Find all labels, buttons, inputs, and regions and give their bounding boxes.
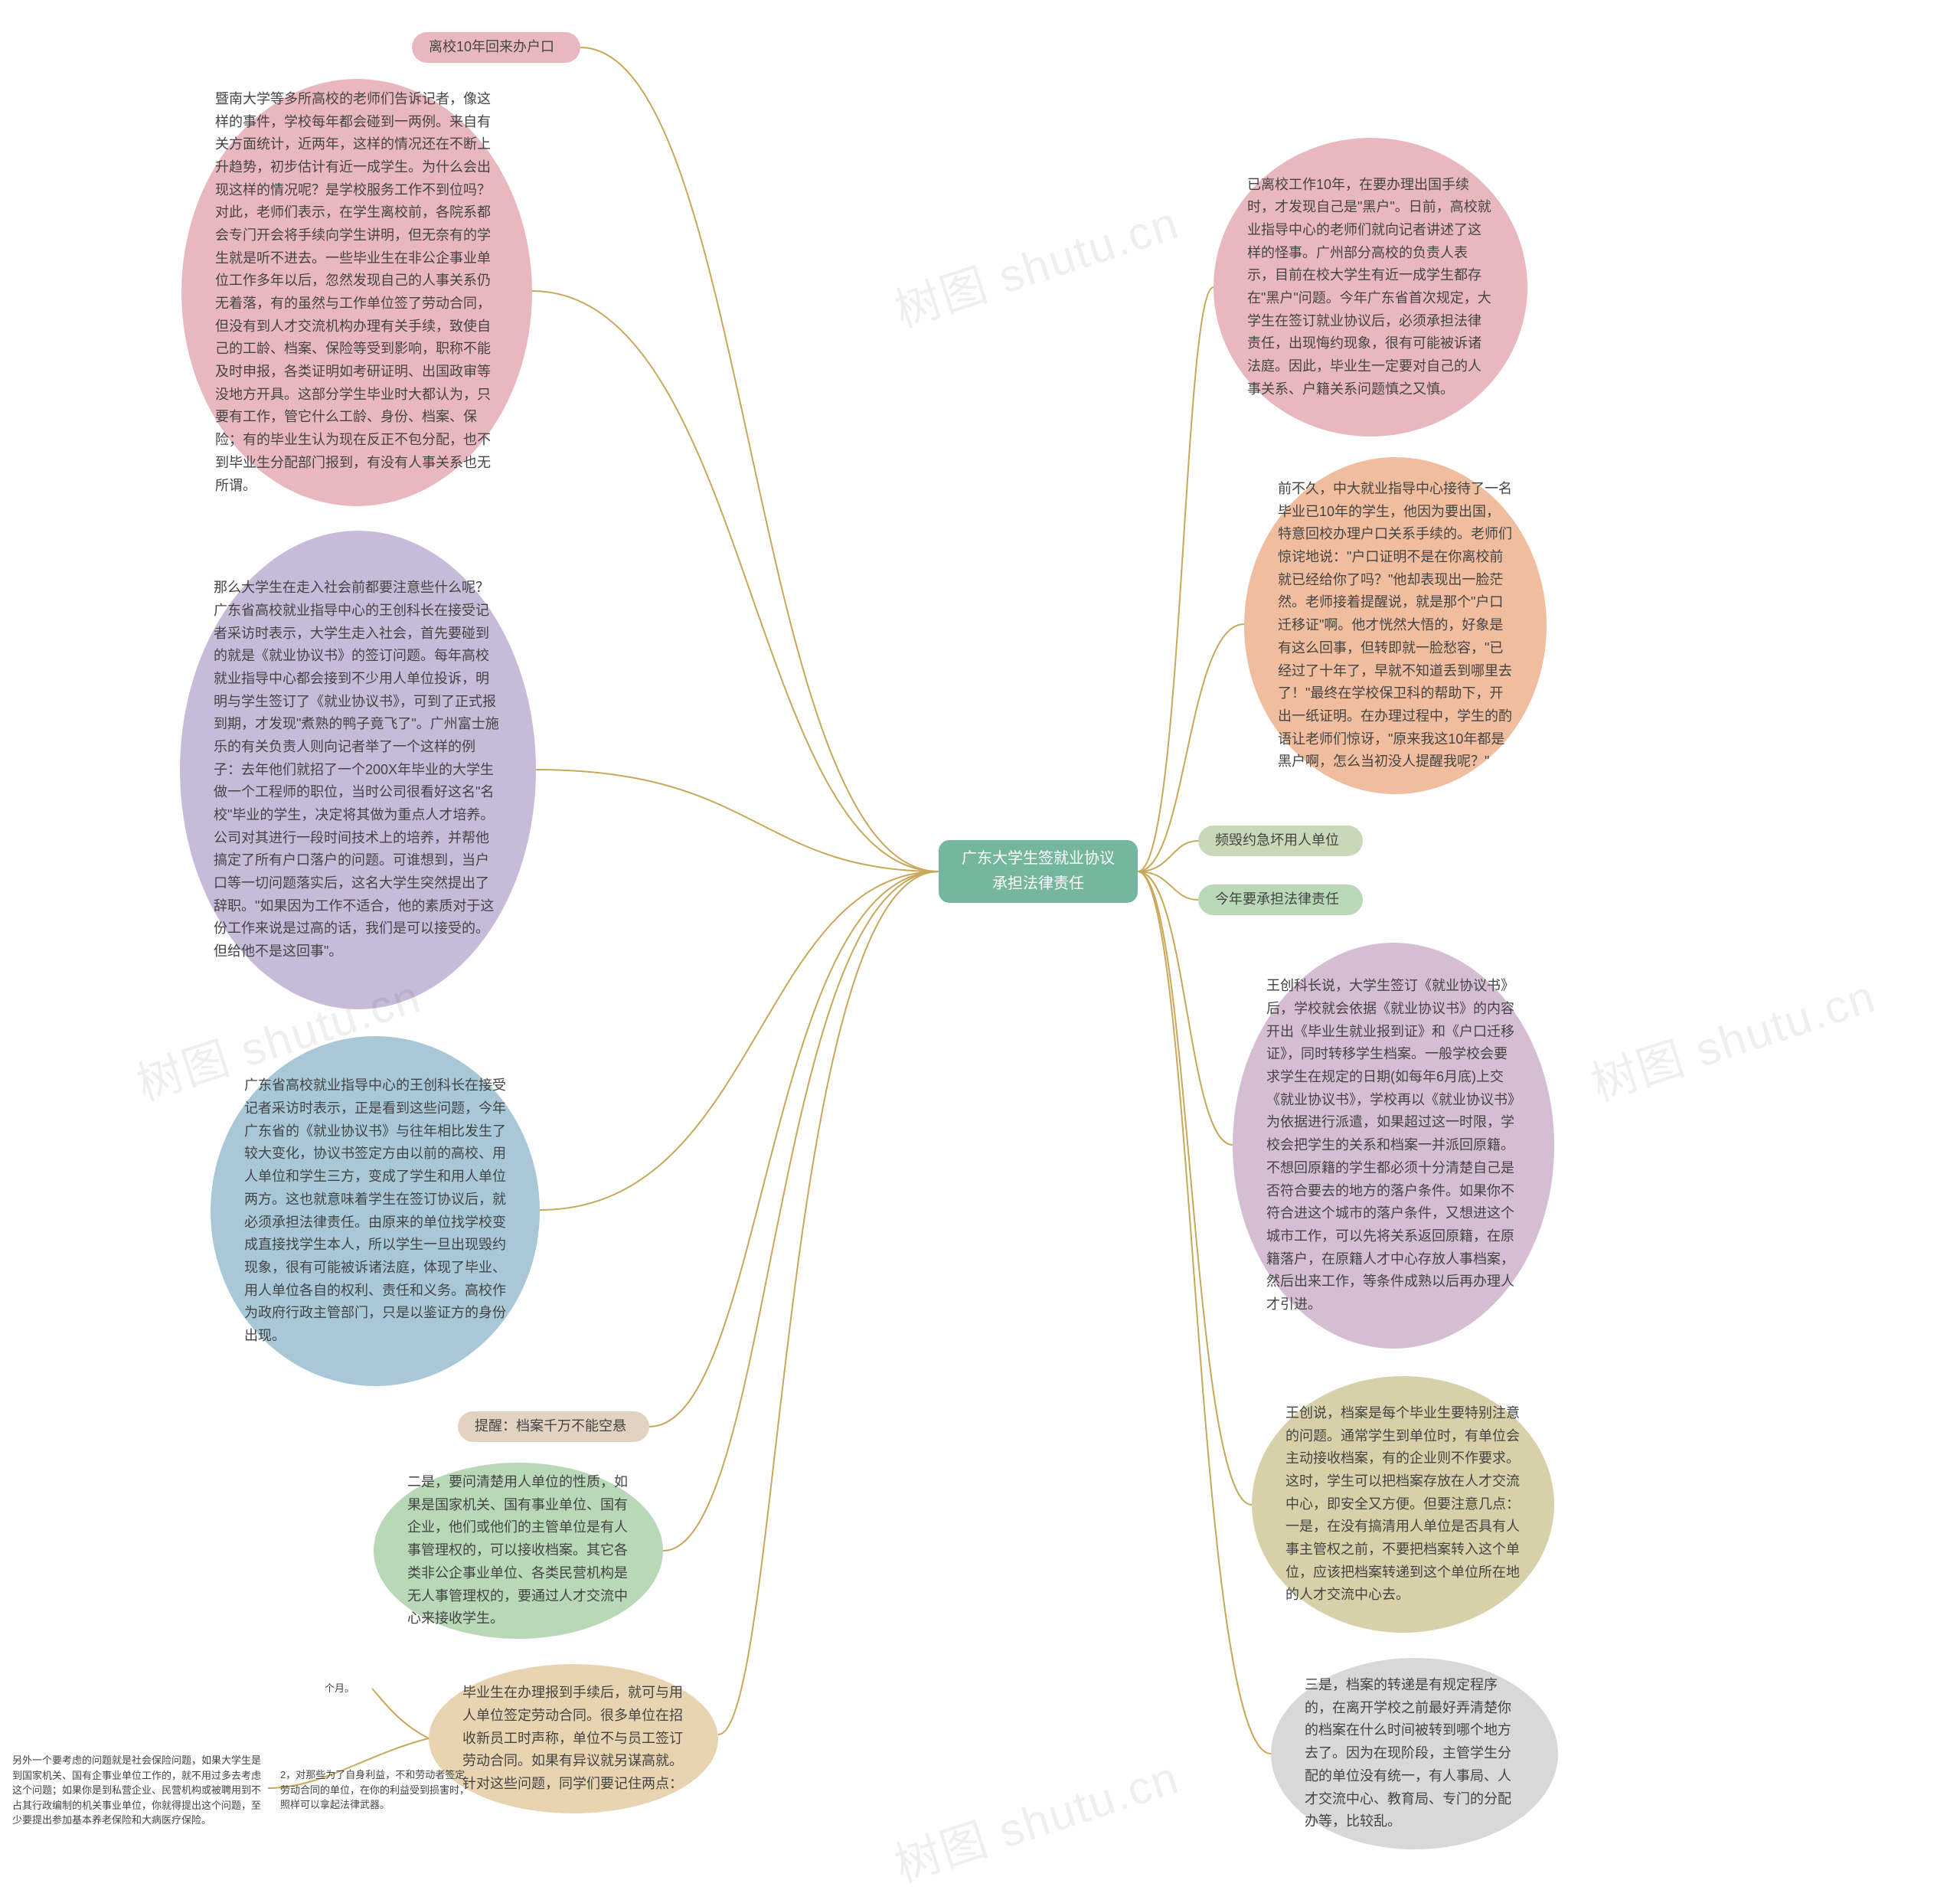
edge (532, 291, 939, 871)
edge (372, 1689, 429, 1738)
node-right-grey[interactable]: 三是，档案的转递是有规定程序的，在离开学校之前最好弄清楚你的档案在什么时间被转到… (1271, 1658, 1558, 1849)
edge (1138, 287, 1214, 871)
node-pill-law[interactable]: 今年要承担法律责任 (1198, 884, 1363, 915)
node-green-bubble[interactable]: 二是，要问清楚用人单位的性质，如果是国家机关、国有事业单位、国有企业，他们或他们… (374, 1463, 663, 1639)
edge (1138, 871, 1271, 1754)
node-pill-top-left[interactable]: 离校10年回来办户口 (412, 32, 580, 63)
node-label: 三是，档案的转递是有规定程序的，在离开学校之前最好弄清楚你的档案在什么时间被转到… (1305, 1674, 1524, 1833)
node-label: 暨南大学等多所高校的老师们告诉记者，像这样的事件，学校每年都会碰到一两例。来自有… (215, 88, 498, 497)
watermark: 树图 shutu.cn (885, 186, 1187, 341)
node-label: 个月。 (325, 1681, 369, 1696)
node-label: 王创科长说，大学生签订《就业协议书》后，学校就会依据《就业协议书》的内容开出《毕… (1266, 975, 1521, 1316)
node-small-right: 2，对那些为了自身利益，不和劳动者签定劳动合同的单位，在你的利益受到损害时，照样… (276, 1754, 479, 1826)
node-left-purple[interactable]: 那么大学生在走入社会前都要注意些什么呢？广东省高校就业指导中心的王创科长在接受记… (180, 531, 536, 1009)
edge (536, 770, 939, 871)
node-left-blue[interactable]: 广东省高校就业指导中心的王创科长在接受记者采访时表示，正是看到这些问题，今年广东… (211, 1036, 540, 1386)
node-right-orange[interactable]: 前不久，中大就业指导中心接待了一名毕业已10年的学生，他因为要出国，特意回校办理… (1244, 457, 1547, 794)
watermark: 树图 shutu.cn (1582, 960, 1883, 1114)
edge (580, 47, 939, 871)
edge (1138, 871, 1198, 900)
node-label: 毕业生在办理报到手续后，就可与用人单位签定劳动合同。很多单位在招收新员工时声称，… (462, 1682, 684, 1795)
node-label: 二是，要问清楚用人单位的性质，如果是国家机关、国有事业单位、国有企业，他们或他们… (407, 1471, 629, 1630)
edge (540, 871, 939, 1210)
node-label: 已离校工作10年，在要办理出国手续时，才发现自己是"黑户"。日前，高校就业指导中… (1247, 174, 1494, 401)
center-node[interactable]: 广东大学生签就业协议承担法律责任 (939, 840, 1138, 903)
node-small-month: 个月。 (320, 1677, 374, 1700)
node-label: 前不久，中大就业指导中心接待了一名毕业已10年的学生，他因为要出国，特意回校办理… (1278, 478, 1513, 773)
edge (1138, 871, 1252, 1505)
node-right-khaki[interactable]: 王创说，档案是每个毕业生要特别注意的问题。通常学生到单位时，有单位会主动接收档案… (1252, 1376, 1554, 1633)
node-label: 王创说，档案是每个毕业生要特别注意的问题。通常学生到单位时，有单位会主动接收档案… (1285, 1402, 1521, 1607)
node-pill-freq[interactable]: 频毁约急坏用人单位 (1198, 826, 1363, 856)
node-right-pink[interactable]: 已离校工作10年，在要办理出国手续时，才发现自己是"黑户"。日前，高校就业指导中… (1214, 138, 1527, 437)
node-label: 2，对那些为了自身利益，不和劳动者签定劳动合同的单位，在你的利益受到损害时，照样… (280, 1767, 474, 1813)
watermark: 树图 shutu.cn (885, 1741, 1187, 1895)
node-label: 提醒：档案千万不能空悬 (475, 1415, 632, 1438)
edge (649, 871, 939, 1427)
node-label: 今年要承担法律责任 (1215, 888, 1346, 911)
edge (718, 871, 939, 1735)
node-pill-archive[interactable]: 提醒：档案千万不能空悬 (458, 1411, 649, 1442)
node-label: 频毁约急坏用人单位 (1215, 829, 1346, 852)
edge (663, 871, 939, 1551)
node-label: 广东省高校就业指导中心的王创科长在接受记者采访时表示，正是看到这些问题，今年广东… (244, 1074, 506, 1347)
node-label: 那么大学生在走入社会前都要注意些什么呢？广东省高校就业指导中心的王创科长在接受记… (214, 577, 502, 963)
node-label: 另外一个要考虑的问题就是社会保险问题，如果大学生是到国家机关、国有企事业单位工作… (12, 1753, 263, 1828)
edge (1138, 841, 1198, 871)
center-label: 广东大学生签就业协议承担法律责任 (962, 846, 1115, 897)
node-left-pink[interactable]: 暨南大学等多所高校的老师们告诉记者，像这样的事件，学校每年都会碰到一两例。来自有… (181, 79, 532, 506)
node-right-mauve[interactable]: 王创科长说，大学生签订《就业协议书》后，学校就会依据《就业协议书》的内容开出《毕… (1233, 943, 1554, 1349)
node-label: 离校10年回来办户口 (429, 36, 564, 59)
node-small-left: 另外一个要考虑的问题就是社会保险问题，如果大学生是到国家机关、国有企事业单位工作… (8, 1741, 268, 1840)
